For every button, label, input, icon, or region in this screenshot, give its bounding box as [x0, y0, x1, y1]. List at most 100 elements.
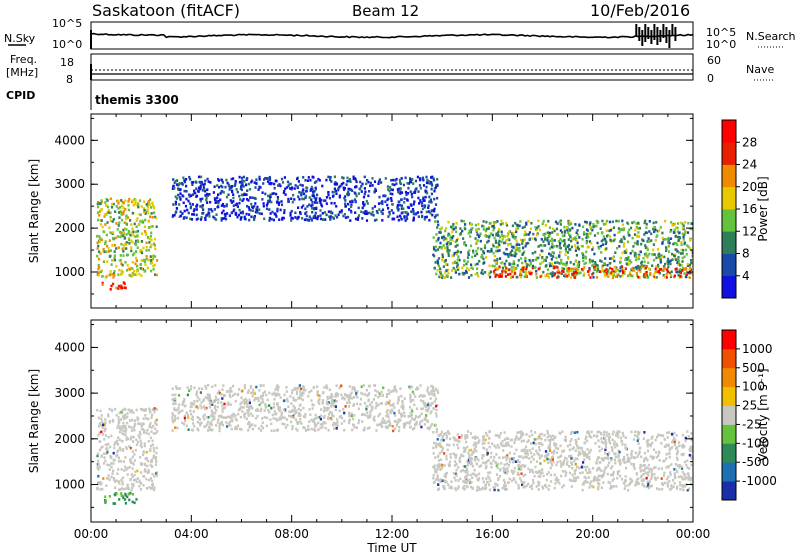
- range-cell: [196, 399, 199, 403]
- range-cell: [174, 202, 178, 206]
- range-cell: [179, 410, 182, 413]
- range-cell: [277, 408, 280, 411]
- range-cell: [491, 225, 494, 228]
- range-cell: [535, 258, 538, 262]
- range-cell: [384, 194, 387, 198]
- range-cell: [418, 395, 421, 398]
- range-cell: [571, 466, 574, 470]
- range-cell: [434, 186, 438, 189]
- range-cell: [124, 492, 127, 496]
- range-cell: [505, 266, 508, 270]
- range-cell: [396, 215, 399, 219]
- range-cell: [537, 245, 540, 248]
- range-cell: [302, 392, 305, 395]
- range-cell: [113, 274, 116, 277]
- range-cell: [647, 439, 650, 442]
- range-cell: [305, 218, 308, 221]
- range-cell: [313, 196, 316, 200]
- range-cell: [413, 403, 416, 407]
- range-cell: [193, 400, 196, 403]
- range-cell: [109, 211, 112, 215]
- range-cell: [314, 211, 317, 215]
- range-cell: [268, 208, 271, 211]
- range-cell: [588, 223, 591, 226]
- range-cell: [493, 226, 496, 229]
- range-cell: [195, 187, 198, 190]
- range-cell: [145, 245, 148, 249]
- range-cell: [175, 408, 178, 412]
- range-cell: [246, 391, 249, 394]
- range-cell: [338, 194, 341, 198]
- range-cell: [312, 428, 316, 431]
- range-cell: [200, 175, 203, 179]
- range-cell: [110, 205, 114, 209]
- range-cell: [423, 204, 426, 208]
- range-cell: [124, 286, 127, 290]
- range-cell: [96, 234, 99, 238]
- range-cell: [658, 252, 661, 256]
- nsky-block-mark: [644, 24, 647, 42]
- range-cell: [542, 240, 545, 243]
- range-cell: [625, 262, 628, 265]
- range-cell: [380, 181, 383, 184]
- range-cell: [288, 410, 291, 413]
- range-cell: [505, 239, 508, 242]
- range-cell: [135, 264, 139, 268]
- range-cell: [371, 177, 374, 180]
- range-cell: [108, 478, 111, 481]
- range-cell: [415, 421, 418, 424]
- range-cell: [314, 429, 317, 432]
- range-cell: [536, 232, 539, 235]
- range-cell: [307, 424, 310, 428]
- range-cell: [437, 257, 441, 260]
- range-cell: [350, 203, 353, 206]
- range-cell: [137, 417, 140, 421]
- range-cell: [628, 234, 631, 237]
- range-cell: [241, 199, 244, 203]
- range-cell: [296, 390, 299, 393]
- range-cell: [251, 423, 254, 426]
- range-cell: [109, 215, 112, 219]
- range-cell: [437, 488, 440, 491]
- range-cell: [605, 219, 609, 223]
- range-cell: [365, 388, 368, 392]
- range-cell: [298, 197, 301, 201]
- range-cell: [543, 235, 546, 239]
- range-cell: [378, 423, 381, 426]
- range-cell: [179, 192, 182, 195]
- range-cell: [629, 226, 633, 230]
- range-cell: [627, 231, 630, 234]
- range-cell: [434, 203, 438, 206]
- range-cell: [323, 211, 327, 214]
- range-cell: [250, 215, 253, 219]
- range-cell: [522, 270, 525, 274]
- range-cell: [690, 259, 693, 262]
- range-cell: [432, 253, 435, 257]
- range-cell: [623, 457, 626, 461]
- range-cell: [312, 194, 316, 198]
- range-cell: [205, 387, 208, 390]
- range-cell: [656, 476, 659, 480]
- range-cell: [105, 484, 108, 487]
- range-cell: [506, 454, 509, 457]
- range-cell: [688, 276, 691, 279]
- range-cell: [509, 242, 512, 246]
- range-cell: [674, 438, 677, 442]
- range-cell: [583, 262, 586, 266]
- range-cell: [665, 453, 668, 456]
- range-cell: [485, 448, 488, 451]
- range-cell: [553, 486, 556, 490]
- range-cell: [120, 262, 123, 265]
- range-cell: [301, 217, 304, 220]
- range-cell: [433, 216, 437, 219]
- range-cell: [570, 461, 573, 464]
- range-cell: [654, 239, 657, 242]
- range-cell: [281, 218, 284, 221]
- range-cell: [134, 256, 138, 260]
- range-cell: [291, 408, 294, 412]
- range-cell: [261, 394, 265, 398]
- range-cell: [130, 488, 133, 492]
- range-cell: [602, 243, 605, 246]
- range-cell: [668, 487, 672, 491]
- range-cell: [438, 245, 441, 249]
